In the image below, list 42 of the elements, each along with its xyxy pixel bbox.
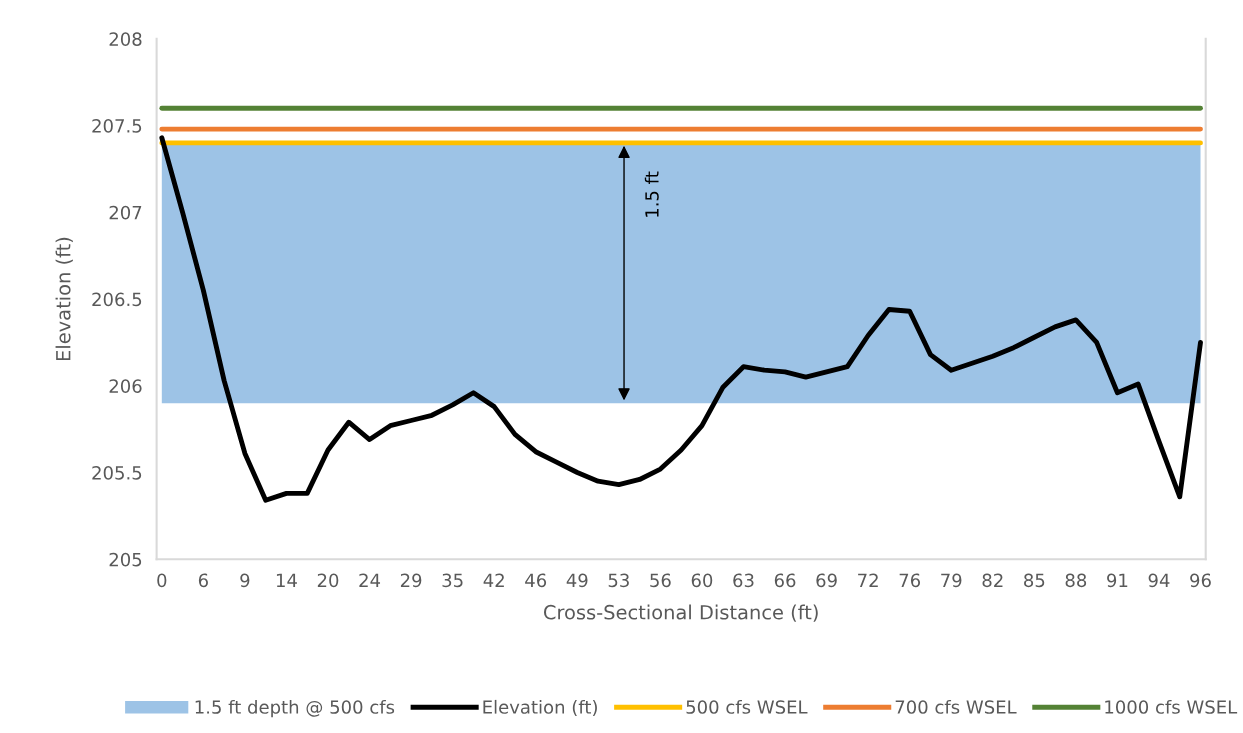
x-tick-label: 20 xyxy=(317,573,339,588)
x-tick-label: 82 xyxy=(982,573,1003,588)
legend-label: 700 cfs WSEL xyxy=(895,699,1017,714)
x-tick-label: 49 xyxy=(566,573,588,588)
x-axis-title: Cross-Sectional Distance (ft) xyxy=(543,604,818,622)
y-tick-label: 206 xyxy=(109,379,142,393)
y-tick-label: 207 xyxy=(109,205,142,220)
x-tick-label: 88 xyxy=(1065,573,1087,588)
x-tick-label: 96 xyxy=(1190,573,1211,588)
y-tick-label: 207.5 xyxy=(92,119,142,133)
x-tick-label: 29 xyxy=(400,573,422,588)
x-tick-label: 14 xyxy=(276,573,297,587)
x-tick-label: 24 xyxy=(359,573,381,587)
legend-label: Elevation (ft) xyxy=(483,699,597,716)
x-tick-label: 94 xyxy=(1148,573,1170,588)
legend-label: 1.5 ft depth @ 500 cfs xyxy=(195,699,395,718)
legend-label: 1000 cfs WSEL xyxy=(1105,699,1238,714)
annotation: 1.5 ft xyxy=(644,171,659,217)
x-tick-label: 46 xyxy=(525,573,547,588)
y-tick-label: 208 xyxy=(109,32,142,46)
x-tick-label: 91 xyxy=(1107,573,1128,588)
line-series xyxy=(159,135,1203,503)
y-tick-label: 206.5 xyxy=(92,292,142,307)
x-tick-label: 42 xyxy=(483,573,504,587)
x-tick-label: 35 xyxy=(442,573,463,588)
y-tick-label: 205 xyxy=(109,552,142,567)
x-tick-label: 66 xyxy=(774,573,796,588)
x-tick-label: 85 xyxy=(1024,573,1045,588)
x-tick-label: 60 xyxy=(691,573,713,588)
x-tick-label: 69 xyxy=(816,573,837,588)
x-tick-label: 6 xyxy=(198,573,208,588)
y-tick-label: 205.5 xyxy=(92,466,142,480)
x-tick-label: 63 xyxy=(733,573,754,588)
x-tick-label: 76 xyxy=(899,573,921,588)
legend-label: 500 cfs WSEL xyxy=(686,699,808,714)
x-tick-label: 72 xyxy=(858,573,878,587)
x-tick-label: 56 xyxy=(650,573,671,588)
x-tick-label: 9 xyxy=(240,573,250,588)
x-tick-label: 53 xyxy=(608,573,629,588)
x-tick-label: 0 xyxy=(157,573,167,588)
y-axis-title: Elevation (ft) xyxy=(55,237,73,361)
x-tick-label: 79 xyxy=(941,573,962,588)
